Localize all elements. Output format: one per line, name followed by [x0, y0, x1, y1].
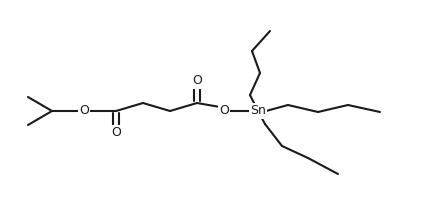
- Text: O: O: [219, 105, 229, 118]
- Text: Sn: Sn: [250, 105, 266, 118]
- Text: O: O: [79, 105, 89, 118]
- Text: O: O: [192, 75, 202, 87]
- Text: O: O: [111, 127, 121, 140]
